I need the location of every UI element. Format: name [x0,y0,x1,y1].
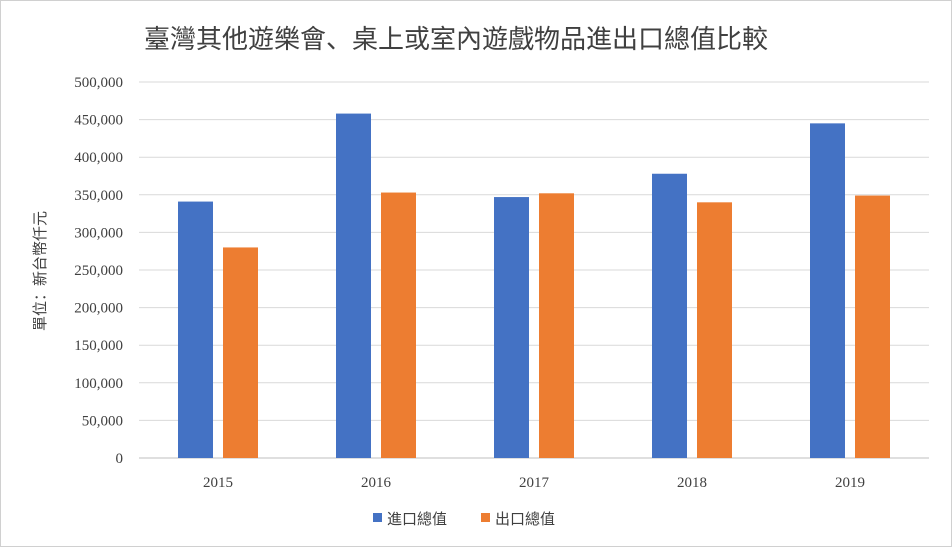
y-axis-label: 單位：新台幣仟元 [31,211,49,331]
bar-export-2016 [381,192,416,458]
x-tick-label: 2015 [203,475,233,491]
bar-export-2017 [539,193,574,458]
y-tick-label: 250,000 [74,263,123,279]
y-tick-label: 50,000 [82,413,123,429]
legend-swatch-import [373,513,382,522]
y-tick-label: 200,000 [74,301,123,317]
bar-export-2019 [855,195,890,458]
x-tick-label: 2017 [519,475,550,491]
y-tick-label: 100,000 [74,376,123,392]
bar-import-2017 [494,197,529,458]
bar-export-2015 [223,247,258,458]
bar-import-2018 [652,173,687,458]
legend-swatch-export [481,513,490,522]
bar-import-2015 [178,201,213,458]
bar-import-2019 [810,123,845,459]
legend-label-import: 進口總值 [387,510,447,528]
x-tick-label: 2019 [835,475,865,491]
gridlines [139,81,929,459]
y-tick-label: 500,000 [74,75,123,91]
y-tick-label: 150,000 [74,338,123,354]
y-tick-label: 300,000 [74,225,123,241]
y-tick-label: 450,000 [74,113,123,129]
bar-import-2016 [336,113,371,459]
chart-title: 臺灣其他遊樂會、桌上或室內遊戲物品進出口總值比較 [144,25,768,55]
legend: 進口總值 出口總值 [373,510,555,528]
legend-label-export: 出口總值 [495,510,555,528]
bar-export-2018 [697,202,732,458]
y-tick-label: 350,000 [74,188,123,204]
x-axis-ticks: 2015 2016 2017 2018 2019 [203,475,865,491]
x-tick-label: 2016 [361,475,392,491]
y-axis-ticks: 0 50,000 100,000 150,000 200,000 250,000 300,0… [74,75,123,467]
x-tick-label: 2018 [677,475,707,491]
bars [178,113,890,459]
y-tick-label: 400,000 [74,150,123,166]
y-tick-label: 0 [116,451,124,467]
